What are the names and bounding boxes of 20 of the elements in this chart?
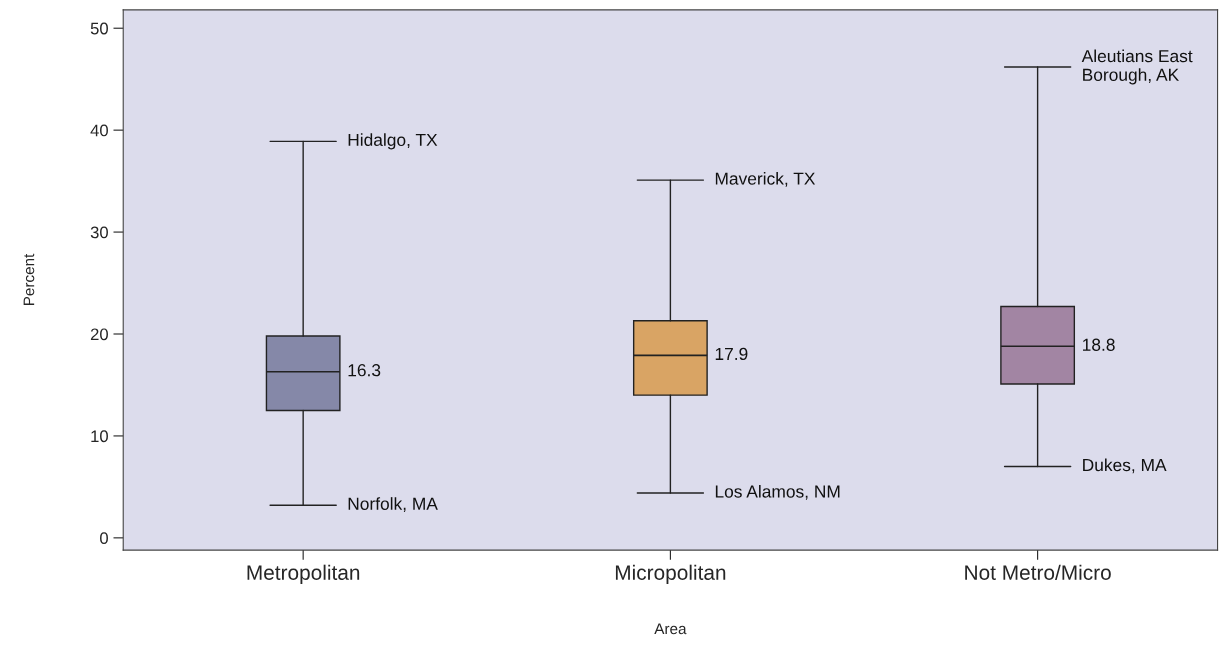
y-tick-label: 20 xyxy=(90,328,108,341)
annotation: Hidalgo, TX xyxy=(348,133,438,150)
y-tick-label: 10 xyxy=(91,430,108,443)
x-tick-label: Metropolitan xyxy=(247,564,360,585)
annotation: Los Alamos, NM xyxy=(715,484,840,500)
annotation: 17.9 xyxy=(715,347,748,361)
y-tick-label: 30 xyxy=(90,226,108,239)
y-axis-title: Percent xyxy=(23,253,35,306)
x-tick-label: Not Metro/Micro xyxy=(965,564,1111,580)
annotation: 16.3 xyxy=(348,364,381,377)
x-axis-title: Area xyxy=(654,623,687,635)
annotation: Maverick, TX xyxy=(715,172,816,187)
y-tick-label: 50 xyxy=(90,22,108,35)
annotation: Norfolk, MA xyxy=(348,497,438,512)
y-tick-label: 0 xyxy=(100,532,108,545)
annotation: Aleutians East Borough, AK xyxy=(1081,49,1193,85)
y-tick-label: 40 xyxy=(90,124,108,137)
annotation: Dukes, MA xyxy=(1083,458,1167,474)
annotation: 18.8 xyxy=(1083,338,1115,351)
x-tick-label: Micropolitan xyxy=(615,564,726,585)
